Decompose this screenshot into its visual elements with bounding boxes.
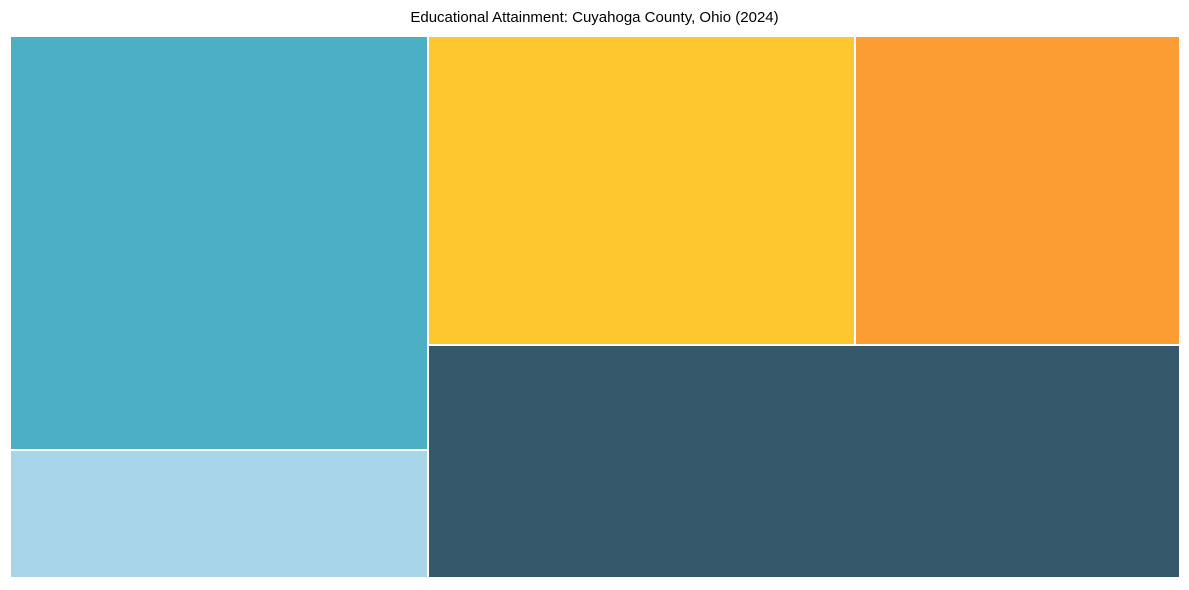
treemap-tile-light-blue[interactable] bbox=[10, 450, 428, 578]
treemap-tile-orange[interactable] bbox=[854, 36, 1180, 345]
chart-title: Educational Attainment: Cuyahoga County,… bbox=[410, 9, 779, 26]
treemap-tile-teal[interactable] bbox=[10, 36, 428, 451]
treemap-tile-dark-slate[interactable] bbox=[427, 344, 1180, 578]
treemap-plot-area bbox=[10, 36, 1180, 578]
treemap-tile-yellow[interactable] bbox=[427, 36, 855, 345]
